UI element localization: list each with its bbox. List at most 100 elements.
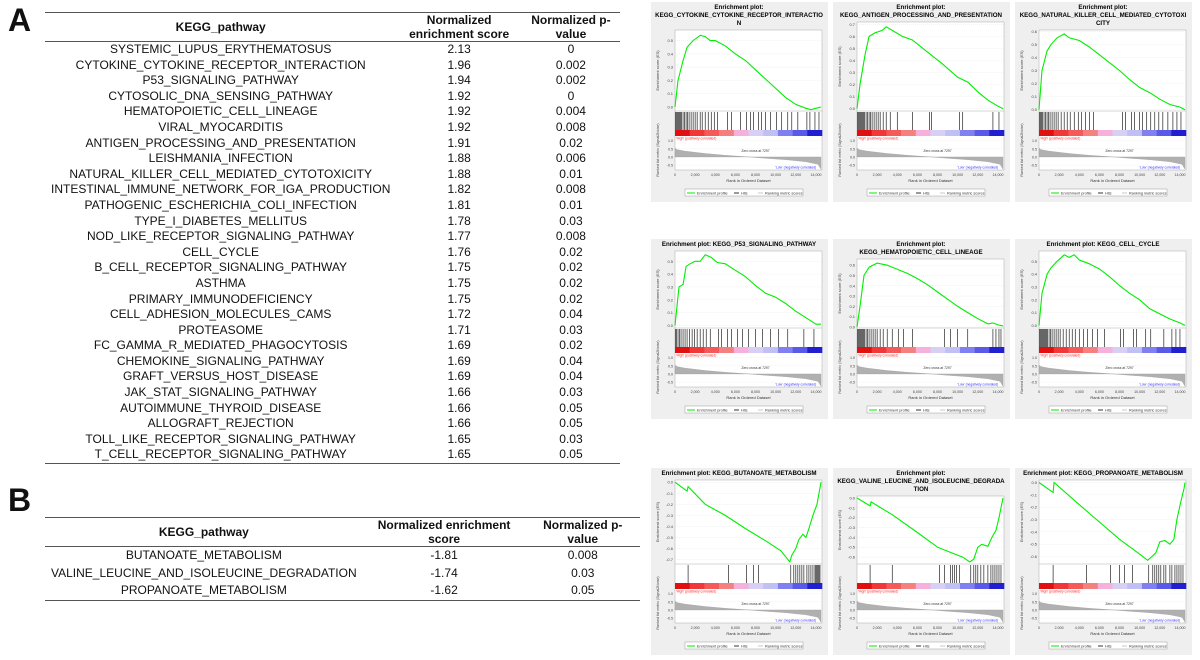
color-bar-segment xyxy=(675,347,690,353)
table-row: VIRAL_MYOCARDITIS 1.92 0.008 xyxy=(45,120,620,136)
panel-a-label: A xyxy=(8,2,32,38)
nes-cell: 1.69 xyxy=(447,338,471,353)
es-tick-label: 0.0 xyxy=(667,480,673,485)
color-bar-segment xyxy=(719,583,735,589)
es-tick-label: 0.3 xyxy=(1031,68,1037,73)
color-bar-segment xyxy=(1097,347,1113,353)
nes-cell: 1.96 xyxy=(447,57,471,72)
x-tick-label: 14,000 xyxy=(810,626,821,630)
es-tick-label: 0.0 xyxy=(667,105,673,110)
x-tick-label: 14,000 xyxy=(810,173,821,177)
es-tick-label: 0.5 xyxy=(849,273,855,278)
color-bar-segment xyxy=(763,583,779,589)
legend-box xyxy=(866,405,986,414)
ranking-metric-area xyxy=(856,600,1004,623)
x-tick-label: 4,000 xyxy=(1075,173,1084,177)
legend-ranking-label: Ranking metric scores xyxy=(1129,408,1167,412)
nes-cell: 1.88 xyxy=(447,166,471,181)
pathway-cell: INTESTINAL_IMMUNE_NETWORK_FOR_IGA_PRODUC… xyxy=(51,182,391,197)
x-tick-label: 0 xyxy=(856,626,858,630)
table-row: BUTANOATE_METABOLISM -1.81 0.008 xyxy=(45,547,640,565)
color-bar-segment xyxy=(1053,583,1069,589)
ranking-metric-area xyxy=(1038,147,1186,170)
high-label: 'High' (positively correlated) xyxy=(676,137,716,141)
rank-tick-label: 0.0 xyxy=(668,608,673,612)
nes-cell: 1.82 xyxy=(447,182,471,197)
zero-cross-label: Zero cross at 7297 xyxy=(741,602,769,606)
color-bar-segment xyxy=(733,347,749,353)
table-row: CELL_ADHESION_MOLECULES_CAMS 1.72 0.04 xyxy=(45,307,620,323)
es-tick-label: 0.5 xyxy=(667,38,673,43)
color-bar-segment xyxy=(733,130,749,136)
pvalue-cell: 0.002 xyxy=(555,73,586,88)
table-row: TYPE_I_DIABETES_MELLITUS 1.78 0.03 xyxy=(45,214,620,230)
x-tick-label: 2,000 xyxy=(1055,173,1064,177)
legend-enrichment-label: Enrichment profile xyxy=(1061,408,1092,412)
rank-tick-label: 0.5 xyxy=(850,600,855,604)
color-bar-segment xyxy=(915,347,931,353)
pvalue-cell: 0.006 xyxy=(555,151,586,166)
rank-tick-label: 1.0 xyxy=(850,139,855,143)
color-bar-segment xyxy=(930,583,946,589)
x-tick-label: 10,000 xyxy=(952,390,963,394)
x-tick-label: 6,000 xyxy=(1095,173,1104,177)
x-tick-label: 14,000 xyxy=(992,173,1003,177)
high-label: 'High' (positively correlated) xyxy=(1040,354,1080,358)
pathway-cell: HEMATOPOIETIC_CELL_LINEAGE xyxy=(123,104,318,119)
es-tick-label: 0.3 xyxy=(849,294,855,299)
x-tick-label: 14,000 xyxy=(992,390,1003,394)
table-row: T_CELL_RECEPTOR_SIGNALING_PATHWAY 1.65 0.0… xyxy=(45,447,620,465)
rank-axis-label: Ranked list metric (Signal2Noise) xyxy=(838,340,842,393)
pvalue-cell: 0.04 xyxy=(559,369,583,384)
pathway-cell: P53_SIGNALING_PATHWAY xyxy=(142,73,299,88)
nes-cell: 1.66 xyxy=(447,416,471,431)
x-tick-label: 12,000 xyxy=(972,173,983,177)
es-tick-label: -0.3 xyxy=(1030,517,1038,522)
es-tick-label: 0.0 xyxy=(849,495,855,500)
x-tick-label: 2,000 xyxy=(1055,626,1064,630)
header-pvalue: Normalized p-value xyxy=(525,517,640,547)
table-row: INTESTINAL_IMMUNE_NETWORK_FOR_IGA_PRODUC… xyxy=(45,182,620,198)
x-tick-label: 14,000 xyxy=(1174,626,1185,630)
color-bar-segment xyxy=(871,583,887,589)
panel-b-table: KEGG_pathway Normalized enrichment score… xyxy=(45,517,640,601)
pvalue-cell: 0.05 xyxy=(559,400,583,415)
es-tick-label: 0.5 xyxy=(849,46,855,51)
es-tick-label: 0.3 xyxy=(667,65,673,70)
pathway-cell: SYSTEMIC_LUPUS_ERYTHEMATOSUS xyxy=(109,42,332,56)
gsea-plot-svg: Enrichment plot:KEGG_ANTIGEN_PROCESSING_… xyxy=(833,2,1010,202)
pathway-cell: AUTOIMMUNE_THYROID_DISEASE xyxy=(120,400,322,415)
color-bar-segment xyxy=(777,130,793,136)
x-tick-label: 8,000 xyxy=(1115,626,1124,630)
x-tick-label: 6,000 xyxy=(731,626,740,630)
ranking-metric-area xyxy=(1038,364,1186,387)
es-axis-label: Enrichment score (ES) xyxy=(837,46,842,87)
x-tick-label: 8,000 xyxy=(1115,173,1124,177)
color-bar-segment xyxy=(857,583,872,589)
enrichment-plot-cytokine: Enrichment plot: KEGG_CYTOKINE_CYTOKINE_R… xyxy=(648,0,830,203)
pathway-cell: LEISHMANIA_INFECTION xyxy=(148,151,293,166)
plot-title-line: Enrichment plot: xyxy=(896,241,945,248)
es-tick-label: -0.4 xyxy=(666,524,674,529)
color-bar-segment xyxy=(777,347,793,353)
rank-axis-label: Ranked list metric (Signal2Noise) xyxy=(656,340,660,393)
pvalue-cell: 0.05 xyxy=(525,582,640,601)
es-tick-label: 0.1 xyxy=(667,310,673,315)
table-row: CELL_CYCLE 1.76 0.02 xyxy=(45,245,620,261)
pathway-cell: NATURAL_KILLER_CELL_MEDIATED_CYTOTOXICIT… xyxy=(69,166,372,181)
enrichment-plot-cell-cycle: Enrichment plot: KEGG_CELL_CYCLE 0.0 0.1 0.… xyxy=(1012,237,1194,420)
rank-tick-label: 0.5 xyxy=(1032,147,1037,151)
high-label: 'High' (positively correlated) xyxy=(858,137,898,141)
table-row: B_CELL_RECEPTOR_SIGNALING_PATHWAY 1.75 0.0… xyxy=(45,260,620,276)
zero-cross-label: Zero cross at 7297 xyxy=(741,149,769,153)
color-bar-segment xyxy=(930,130,946,136)
x-axis-label: Rank in Ordered Dataset xyxy=(726,631,771,636)
gsea-plot-svg: Enrichment plot: KEGG_CELL_CYCLE 0.0 0.1 0.… xyxy=(1015,239,1192,419)
nes-cell: 2.13 xyxy=(447,42,471,56)
header-nes: Normalized enrichment score xyxy=(396,12,522,42)
zero-cross-label: Zero cross at 7297 xyxy=(741,366,769,370)
rank-tick-label: 0.0 xyxy=(850,155,855,159)
pvalue-cell: 0 xyxy=(567,88,575,103)
es-tick-label: 0.1 xyxy=(1031,310,1037,315)
es-tick-label: -0.4 xyxy=(848,535,856,540)
